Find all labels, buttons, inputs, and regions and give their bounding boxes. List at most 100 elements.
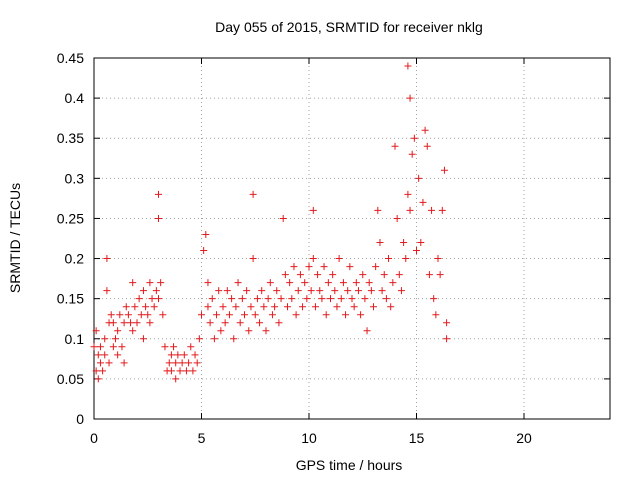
data-point (367, 287, 375, 295)
data-point (258, 287, 266, 295)
data-point (96, 359, 104, 367)
y-tick-label: 0.05 (57, 371, 84, 387)
data-point (415, 174, 423, 182)
data-point (105, 359, 113, 367)
data-point (320, 263, 328, 271)
data-point (198, 311, 205, 319)
data-point (219, 303, 227, 311)
data-point (316, 287, 324, 295)
data-point (107, 311, 115, 319)
data-point (413, 247, 420, 255)
data-point (170, 343, 178, 351)
data-point (324, 279, 332, 287)
data-point (288, 295, 296, 303)
data-point (417, 239, 425, 247)
data-point (94, 375, 102, 383)
data-point (277, 295, 285, 303)
data-point (335, 255, 343, 263)
data-point (225, 311, 233, 319)
data-point (245, 327, 253, 335)
data-point (127, 319, 135, 327)
data-point (94, 351, 102, 359)
data-point (350, 303, 358, 311)
data-point (286, 279, 294, 287)
data-point (402, 255, 410, 263)
data-point (200, 247, 208, 255)
data-point (241, 311, 248, 319)
data-point (419, 198, 427, 206)
y-tick-label: 0.3 (65, 170, 85, 186)
data-point (101, 335, 109, 343)
data-point (391, 142, 399, 150)
data-point (329, 271, 337, 279)
data-point (148, 295, 156, 303)
data-point (365, 279, 373, 287)
data-point (208, 295, 216, 303)
data-point (118, 343, 126, 351)
data-point (400, 239, 408, 247)
data-point (187, 343, 195, 351)
data-point (236, 319, 244, 327)
x-tick-labels: 0 5 10 15 20 (90, 430, 532, 446)
data-point (389, 279, 397, 287)
data-point (142, 303, 150, 311)
data-point (109, 343, 117, 351)
data-point (155, 190, 162, 198)
data-point (155, 295, 162, 303)
data-point (189, 367, 197, 375)
data-point (346, 263, 354, 271)
data-point (271, 303, 279, 311)
data-point (109, 319, 117, 327)
data-point (421, 126, 429, 134)
data-point (193, 359, 201, 367)
data-point (249, 255, 257, 263)
data-point (438, 206, 446, 214)
data-point (172, 359, 180, 367)
data-point (103, 255, 111, 263)
x-tick-label: 20 (516, 430, 532, 446)
data-point (428, 206, 436, 214)
data-point (152, 287, 160, 295)
data-point (309, 206, 317, 214)
data-point (432, 311, 440, 319)
grid-lines (94, 58, 610, 419)
data-point (395, 271, 403, 279)
data-point (99, 367, 107, 375)
data-point (357, 311, 365, 319)
data-point (385, 255, 393, 263)
data-point (101, 351, 109, 359)
data-point (92, 327, 100, 335)
data-point (122, 303, 130, 311)
data-point (305, 263, 313, 271)
data-point (425, 271, 433, 279)
data-point (223, 287, 231, 295)
data-point (352, 279, 360, 287)
data-point (380, 271, 388, 279)
data-point (182, 367, 190, 375)
data-point (124, 311, 132, 319)
data-point (176, 367, 184, 375)
data-point (359, 271, 367, 279)
data-point (410, 134, 418, 142)
data-point (303, 295, 311, 303)
y-tick-label: 0.45 (57, 50, 84, 66)
data-point (370, 303, 377, 311)
data-point (129, 279, 137, 287)
data-point (238, 295, 246, 303)
data-point (348, 295, 356, 303)
data-point (112, 335, 119, 343)
data-point (311, 303, 319, 311)
plot-frame (93, 57, 611, 420)
data-point (397, 287, 405, 295)
data-point (133, 319, 141, 327)
data-point (167, 367, 175, 375)
data-point (339, 279, 347, 287)
data-point (195, 335, 203, 343)
data-point (382, 295, 390, 303)
data-point (135, 295, 143, 303)
data-point (204, 303, 212, 311)
data-point (202, 230, 210, 238)
data-point (354, 287, 362, 295)
data-point (217, 327, 225, 335)
data-point (299, 303, 307, 311)
